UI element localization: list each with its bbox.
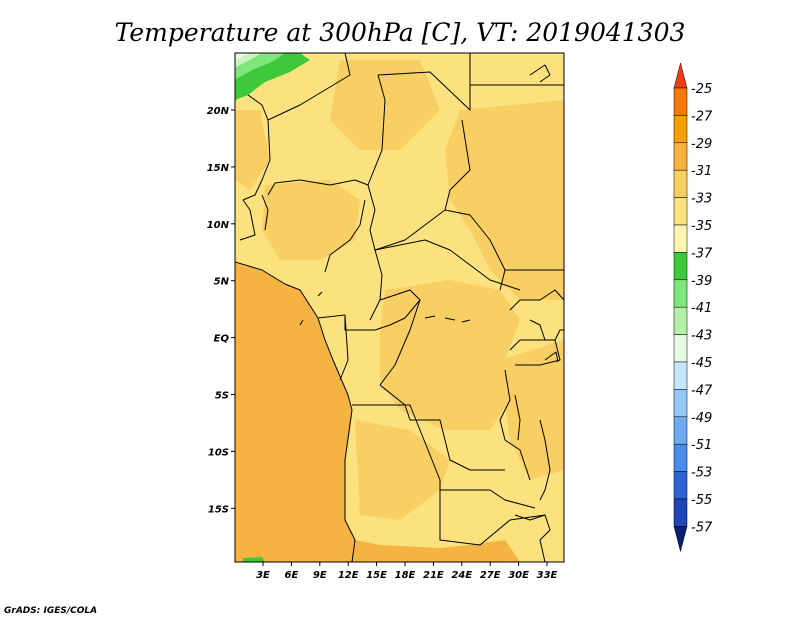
colorbar-swatch	[673, 416, 688, 445]
figure-title: Temperature at 300hPa [C], VT: 201904130…	[115, 18, 686, 47]
grads-credit: GrADS: IGES/COLA	[4, 606, 97, 616]
lat-tick-label: 20N	[207, 106, 230, 117]
colorbar-level-label: -35	[691, 219, 712, 234]
colorbar-swatch	[673, 498, 688, 527]
colorbar-level-label: -47	[691, 383, 713, 398]
colorbar-level-label: -41	[691, 301, 712, 316]
colorbar-swatch	[673, 115, 688, 144]
colorbar-level-label: -55	[691, 493, 712, 508]
colorbar-level-label: -25	[691, 82, 712, 97]
lon-tick-label: 3E	[256, 570, 270, 581]
colorbar-level-label: -31	[691, 164, 712, 179]
colorbar-level-label: -39	[691, 274, 712, 289]
colorbar-swatch	[673, 361, 688, 390]
colorbar-level-label: -33	[691, 192, 712, 207]
colorbar-level-label: -45	[691, 356, 712, 371]
lat-tick-label: EQ	[214, 334, 230, 345]
lon-tick-label: 9E	[313, 570, 327, 581]
colorbar-level-label: -49	[691, 411, 712, 426]
colorbar-swatch	[673, 142, 688, 171]
map-panel	[235, 53, 564, 562]
colorbar-swatch	[673, 443, 688, 472]
colorbar-level-label: -37	[691, 246, 713, 261]
colorbar-swatch	[673, 279, 688, 308]
lat-tick-label: 15N	[207, 163, 230, 174]
lat-tick-label: 5N	[214, 277, 230, 288]
colorbar-swatch	[673, 389, 688, 418]
colorbar-level-label: -51	[691, 438, 712, 453]
colorbar-swatch	[673, 224, 688, 253]
latitude-axis: 20N 15N 10N 5N EQ 5S 10S 15S	[207, 106, 235, 515]
colorbar-level-label: -29	[691, 137, 712, 152]
colorbar-swatch	[673, 252, 688, 281]
lon-tick-label: 6E	[285, 570, 299, 581]
lon-tick-label: 12E	[338, 570, 359, 581]
lat-tick-label: 15S	[208, 504, 229, 515]
colorbar-swatch	[673, 169, 688, 198]
colorbar-level-label: -27	[691, 109, 713, 124]
lon-tick-label: 21E	[423, 570, 444, 581]
colorbar-level-label: -53	[691, 466, 712, 481]
map-frame	[234, 52, 565, 563]
mid-temperature-patches	[235, 60, 564, 520]
colorbar-swatch	[673, 197, 688, 226]
colorbar-swatch	[673, 87, 688, 116]
cold-region-pale	[235, 53, 250, 60]
colorbar-bottom-triangle	[673, 526, 688, 553]
southwest-ocean-patch	[235, 470, 345, 562]
colorbar-swatch	[673, 334, 688, 363]
lon-tick-label: 24E	[451, 570, 472, 581]
colorbar-level-label: -57	[691, 520, 713, 535]
lon-tick-label: 15E	[366, 570, 387, 581]
colorbar-top-triangle	[673, 62, 688, 89]
lat-tick-label: 10S	[208, 447, 229, 458]
colorbar: -25 -27 -29 -31 -33 -35 -37 -39 -41 -43 -45 -47 -49 -…	[673, 62, 713, 553]
country-borders	[235, 53, 564, 562]
longitude-axis: 3E 6E 9E 12E 15E 18E 21E 24E 27E 30E 33E	[256, 562, 558, 581]
colorbar-level-label: -43	[691, 329, 712, 344]
lat-tick-label: 5S	[215, 391, 229, 402]
lon-tick-label: 18E	[395, 570, 416, 581]
cold-patch-bottom	[243, 557, 265, 562]
colorbar-swatch	[673, 306, 688, 335]
lat-tick-label: 10N	[207, 220, 230, 231]
colorbar-swatch	[673, 471, 688, 500]
lon-tick-label: 33E	[537, 570, 558, 581]
lon-tick-label: 30E	[508, 570, 529, 581]
lon-tick-label: 27E	[480, 570, 501, 581]
